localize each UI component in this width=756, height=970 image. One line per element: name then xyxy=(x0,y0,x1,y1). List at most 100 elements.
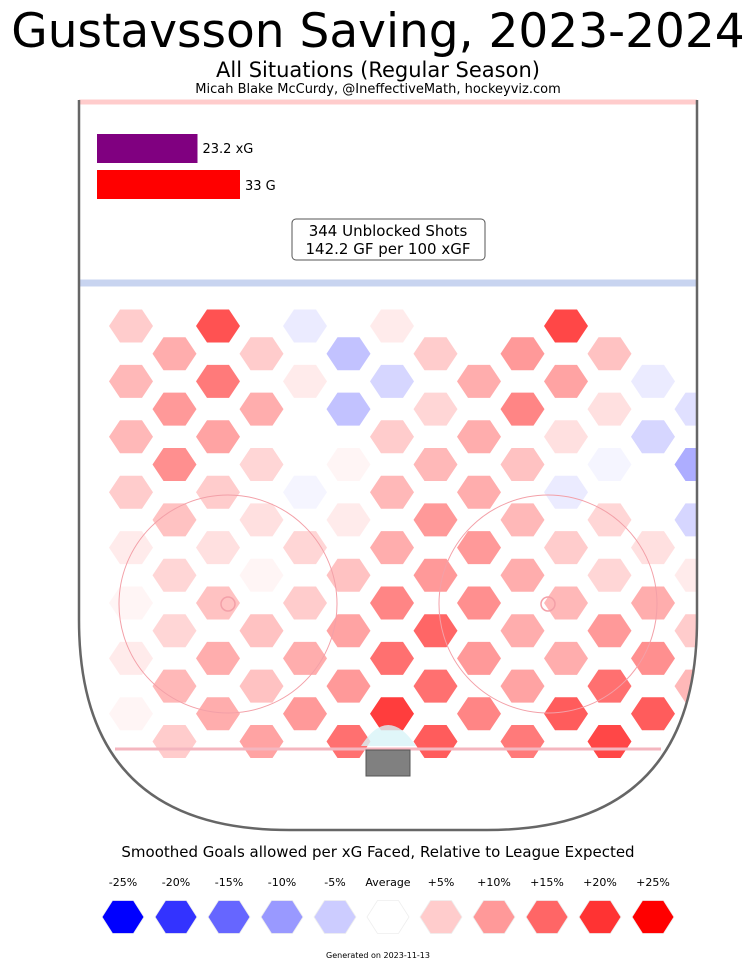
heat-hex xyxy=(152,448,197,481)
rink-markings xyxy=(77,99,699,832)
heat-hex xyxy=(239,725,284,758)
heat-hex xyxy=(326,614,371,648)
scale-swatch xyxy=(260,900,304,934)
heat-hex xyxy=(152,337,197,371)
heat-hex xyxy=(413,392,458,426)
heat-hex xyxy=(152,392,197,426)
goal-net xyxy=(365,749,411,777)
heat-hex xyxy=(326,725,371,758)
heat-hex xyxy=(152,558,197,592)
heat-hex xyxy=(196,309,240,343)
heat-hex xyxy=(413,558,458,592)
stats-box: 344 Unblocked Shots 142.2 GF per 100 xGF xyxy=(291,218,486,261)
scale-label: -25% xyxy=(109,876,137,889)
heat-hex xyxy=(196,364,240,398)
heat-hex xyxy=(109,420,153,454)
heat-hex xyxy=(326,558,371,592)
heat-hex xyxy=(544,475,588,509)
heat-hex xyxy=(239,392,284,426)
heat-hex xyxy=(283,641,327,675)
heat-hex xyxy=(326,337,371,371)
heat-hex xyxy=(326,448,371,481)
heat-hex xyxy=(109,586,153,620)
heat-hex xyxy=(500,503,545,537)
heat-hex xyxy=(196,641,240,675)
heat-hex xyxy=(544,364,588,398)
heat-hex xyxy=(239,614,284,648)
goals-bar xyxy=(97,170,240,199)
heat-hex xyxy=(196,420,240,454)
heat-hex xyxy=(109,641,153,675)
stats-box-frame xyxy=(291,218,486,261)
heat-hex xyxy=(413,669,458,703)
heat-hex xyxy=(283,697,327,731)
scale-label: +5% xyxy=(428,876,455,889)
heat-hex xyxy=(587,337,632,371)
scale-swatch xyxy=(631,900,675,934)
heat-hex xyxy=(370,641,414,675)
heat-hex xyxy=(370,475,414,509)
heat-hex xyxy=(631,420,675,454)
heat-hex xyxy=(500,669,545,703)
heat-hex xyxy=(631,531,675,565)
heat-hex xyxy=(413,614,458,648)
scale-swatch xyxy=(525,900,569,934)
heat-hex xyxy=(587,392,632,426)
heat-hex xyxy=(457,309,501,343)
heat-hex xyxy=(544,697,588,731)
scale-swatch xyxy=(578,900,622,934)
heat-hex xyxy=(370,531,414,565)
heat-hex xyxy=(457,531,501,565)
heat-hex xyxy=(457,420,501,454)
heat-hex xyxy=(587,614,632,648)
heat-hex xyxy=(544,586,588,620)
chart-subtitle: All Situations (Regular Season) xyxy=(216,58,540,82)
scale-label: +25% xyxy=(636,876,670,889)
heat-hex xyxy=(544,420,588,454)
heat-hex xyxy=(718,476,756,509)
heat-hex xyxy=(109,531,153,565)
scale-label: +15% xyxy=(530,876,564,889)
heat-hex xyxy=(674,669,697,703)
heat-hex xyxy=(587,669,632,703)
heat-hex xyxy=(413,337,458,371)
heat-hex xyxy=(718,587,756,620)
heat-hex xyxy=(457,364,501,398)
heat-hex xyxy=(326,503,371,537)
heat-hex xyxy=(109,309,153,343)
heat-hex xyxy=(239,337,284,371)
color-scale-legend: -25% -20% -15% -10% -5% Average +5% +10% +15% +20… xyxy=(101,876,675,934)
scale-label: -20% xyxy=(162,876,190,889)
heat-hex xyxy=(544,309,588,343)
heat-hex xyxy=(587,725,632,758)
heat-hex xyxy=(500,392,545,426)
scale-swatch xyxy=(419,900,463,934)
heat-hex xyxy=(152,725,197,758)
heat-hex xyxy=(500,448,545,481)
rink-boards xyxy=(77,100,699,832)
faceoff-dot-left xyxy=(220,596,236,612)
heat-hex xyxy=(674,725,697,758)
summary-bars: 23.2 xG 33 G xyxy=(97,134,276,199)
scale-swatch xyxy=(154,900,198,934)
scale-swatch xyxy=(207,900,251,934)
heat-hex xyxy=(587,558,632,592)
heat-hex xyxy=(196,586,240,620)
heat-hex xyxy=(500,337,545,371)
heat-hex xyxy=(283,364,327,398)
heat-hex xyxy=(500,725,545,758)
heat-hex xyxy=(239,558,284,592)
xg-bar xyxy=(97,134,198,163)
heat-hex xyxy=(283,586,327,620)
heat-hex xyxy=(152,503,197,537)
heat-hex xyxy=(370,364,414,398)
legend-title: Smoothed Goals allowed per xG Faced, Rel… xyxy=(121,843,635,861)
heat-hex xyxy=(544,531,588,565)
scale-label: +20% xyxy=(583,876,617,889)
scale-label: +10% xyxy=(477,876,511,889)
scale-swatch xyxy=(472,900,516,934)
faceoff-circle-right xyxy=(438,494,658,714)
heat-hex xyxy=(283,475,327,509)
heat-hex xyxy=(500,614,545,648)
